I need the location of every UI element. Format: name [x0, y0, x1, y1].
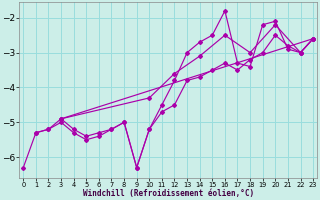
- X-axis label: Windchill (Refroidissement éolien,°C): Windchill (Refroidissement éolien,°C): [83, 189, 254, 198]
